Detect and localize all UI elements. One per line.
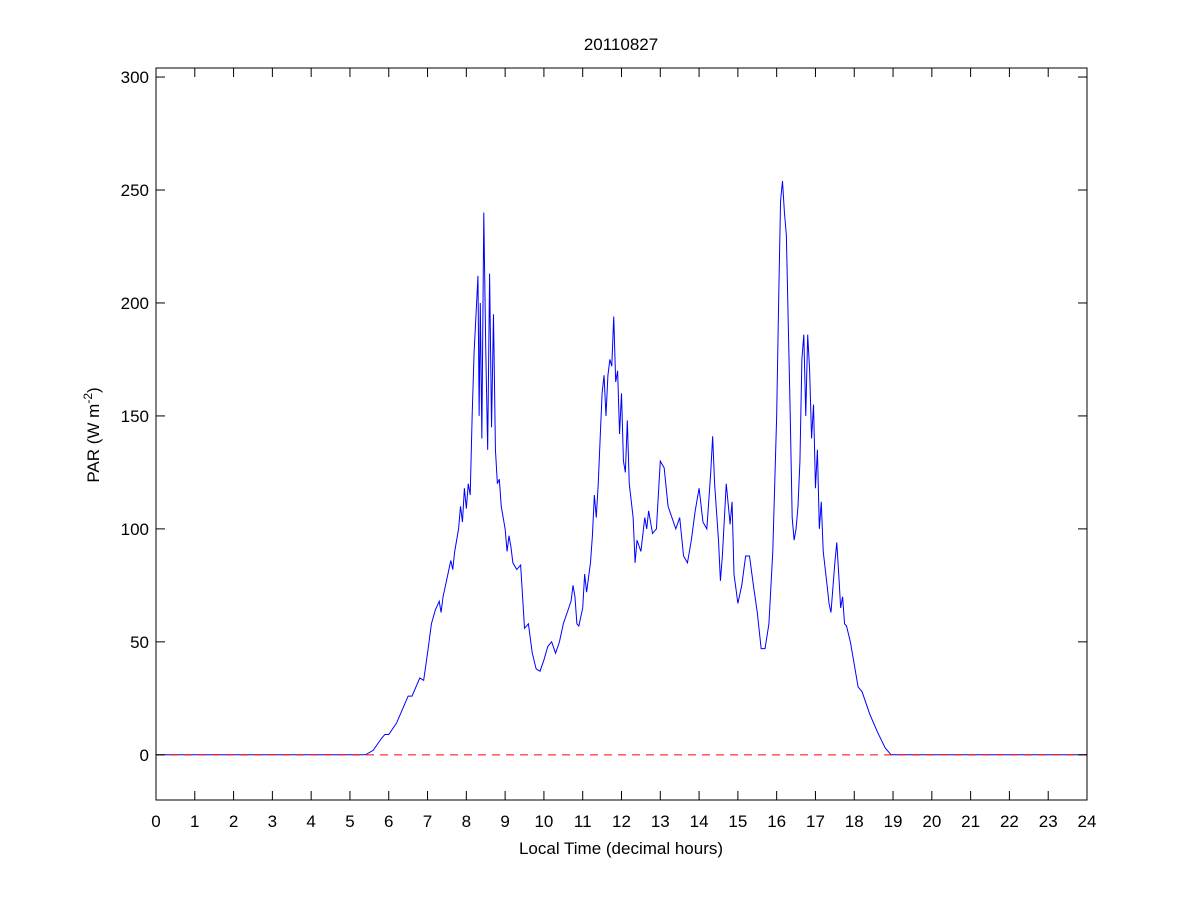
y-tick-label: 50 <box>130 633 149 652</box>
data-line <box>156 180 1087 756</box>
y-tick-label: 250 <box>121 181 149 200</box>
x-tick-label: 11 <box>574 812 592 831</box>
x-tick-label: 13 <box>651 812 670 831</box>
y-axis-label-superscript: -2 <box>81 393 95 404</box>
x-tick-label: 1 <box>190 812 199 831</box>
x-tick-label: 22 <box>1000 812 1019 831</box>
x-tick-label: 9 <box>500 812 509 831</box>
x-tick-label: 4 <box>306 812 315 831</box>
x-axis-label: Local Time (decimal hours) <box>519 839 723 858</box>
x-tick-label: 0 <box>151 812 160 831</box>
x-tick-label: 19 <box>884 812 903 831</box>
x-tick-label: 8 <box>462 812 471 831</box>
y-tick-label: 100 <box>121 520 149 539</box>
chart-title: 20110827 <box>584 35 658 54</box>
x-tick-label: 16 <box>767 812 786 831</box>
y-axis-label-suffix: ) <box>84 387 103 393</box>
x-tick-label: 7 <box>423 812 432 831</box>
y-tick-label: 200 <box>121 294 149 313</box>
y-tick-label: 300 <box>121 68 149 87</box>
x-tick-label: 2 <box>229 812 238 831</box>
y-tick-label: 150 <box>121 407 149 426</box>
x-tick-label: 14 <box>690 812 709 831</box>
x-tick-label: 17 <box>806 812 825 831</box>
x-tick-label: 24 <box>1078 812 1097 831</box>
x-tick-label: 23 <box>1039 812 1058 831</box>
x-tick-label: 15 <box>728 812 747 831</box>
x-tick-label: 20 <box>922 812 941 831</box>
y-axis-label-text: PAR (W m <box>84 404 103 483</box>
y-tick-label: 0 <box>140 746 149 765</box>
x-tick-label: 21 <box>961 812 980 831</box>
x-tick-label: 5 <box>345 812 354 831</box>
x-tick-label: 10 <box>534 812 553 831</box>
x-tick-label: 3 <box>268 812 277 831</box>
x-tick-label: 12 <box>612 812 631 831</box>
y-axis-label: PAR (W m-2) <box>81 387 103 482</box>
x-tick-label: 18 <box>845 812 864 831</box>
x-tick-label: 6 <box>384 812 393 831</box>
